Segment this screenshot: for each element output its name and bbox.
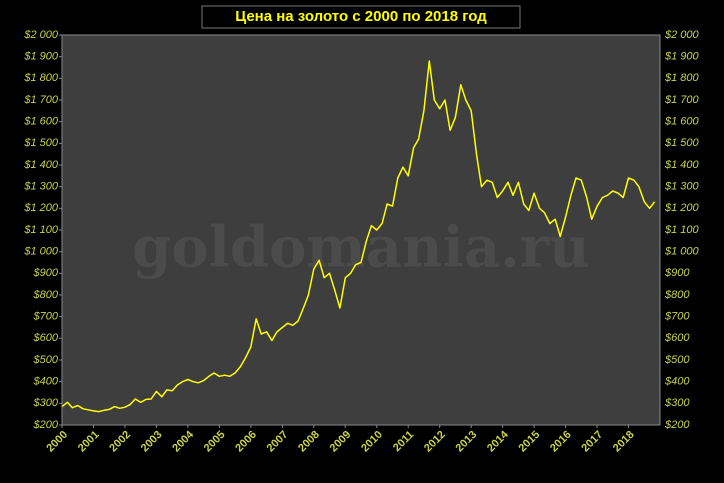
y2-tick-label: $800 bbox=[664, 289, 690, 301]
y2-tick-label: $1 400 bbox=[664, 159, 700, 171]
y2-tick-label: $600 bbox=[664, 332, 690, 344]
y-tick-label: $800 bbox=[33, 289, 59, 301]
y2-tick-label: $1 000 bbox=[664, 246, 700, 258]
y-tick-label: $200 bbox=[33, 419, 59, 431]
y-tick-label: $300 bbox=[33, 397, 59, 409]
y2-tick-label: $1 200 bbox=[664, 202, 700, 214]
y-tick-label: $1 700 bbox=[23, 94, 59, 106]
y-tick-label: $1 300 bbox=[23, 181, 59, 193]
y2-tick-label: $1 900 bbox=[664, 51, 700, 63]
y2-tick-label: $200 bbox=[664, 419, 690, 431]
price-line bbox=[61, 60, 656, 413]
y-tick-label: $500 bbox=[33, 354, 59, 366]
y2-tick-label: $1 300 bbox=[664, 181, 700, 193]
y2-tick-label: $1 800 bbox=[664, 72, 700, 84]
y-tick-label: $1 400 bbox=[23, 159, 59, 171]
y-tick-label: $1 500 bbox=[23, 137, 59, 149]
y-tick-label: $1 200 bbox=[23, 202, 59, 214]
y-tick-label: $1 800 bbox=[23, 72, 59, 84]
y-tick-label: $1 600 bbox=[23, 116, 59, 128]
y2-tick-label: $400 bbox=[664, 376, 690, 388]
y2-tick-label: $500 bbox=[664, 354, 690, 366]
watermark: goldomania.ru bbox=[132, 215, 590, 281]
y2-tick-label: $1 100 bbox=[664, 224, 700, 236]
y2-tick-label: $2 000 bbox=[664, 29, 700, 41]
y-tick-label: $700 bbox=[33, 311, 59, 323]
y-tick-label: $900 bbox=[33, 267, 59, 279]
y-tick-label: $2 000 bbox=[23, 29, 59, 41]
y-tick-label: $1 000 bbox=[23, 246, 59, 258]
y2-tick-label: $1 700 bbox=[664, 94, 700, 106]
plot-area bbox=[61, 34, 661, 426]
y-tick-label: $1 100 bbox=[23, 224, 59, 236]
title-box bbox=[201, 5, 521, 29]
y2-tick-label: $1 600 bbox=[664, 116, 700, 128]
y2-tick-label: $700 bbox=[664, 311, 690, 323]
y2-tick-label: $1 500 bbox=[664, 137, 700, 149]
y-tick-label: $400 bbox=[33, 376, 59, 388]
y2-tick-label: $900 bbox=[664, 267, 690, 279]
y-tick-label: $1 900 bbox=[23, 51, 59, 63]
y2-tick-label: $300 bbox=[664, 397, 690, 409]
y-tick-label: $600 bbox=[33, 332, 59, 344]
chart-title: Цена на золото с 2000 по 2018 год bbox=[235, 8, 487, 25]
